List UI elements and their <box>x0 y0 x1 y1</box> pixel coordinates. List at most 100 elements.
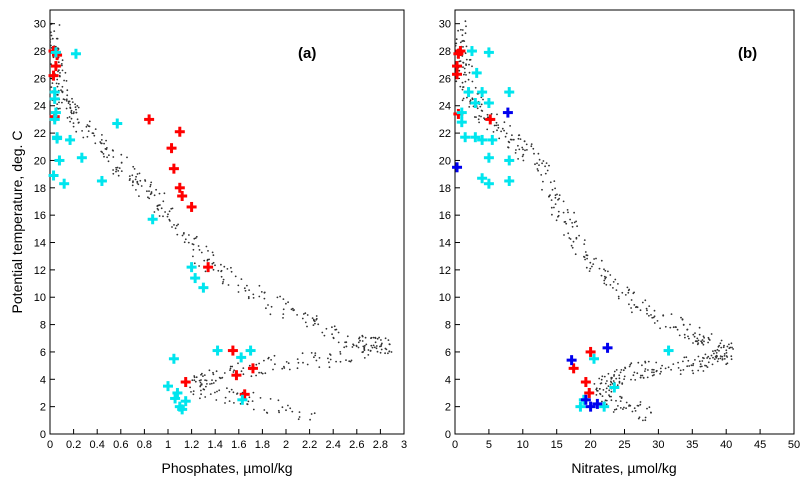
x-tick-label: 3 <box>401 439 407 451</box>
x-tick-label: 35 <box>686 439 698 451</box>
background-point <box>232 391 235 394</box>
background-point <box>518 148 521 151</box>
background-point <box>586 257 588 260</box>
x-tick-label: 1.4 <box>208 439 223 451</box>
background-point <box>653 309 656 312</box>
background-point <box>224 396 227 399</box>
y-tick-label: 26 <box>34 73 46 85</box>
background-point <box>464 32 467 35</box>
background-point <box>514 152 517 154</box>
x-tick-label: 2.2 <box>302 439 317 451</box>
background-point <box>508 141 511 144</box>
background-point <box>244 289 247 292</box>
background-point <box>576 225 578 228</box>
plus-marker <box>50 61 61 72</box>
background-point <box>601 375 604 378</box>
plus-marker <box>575 401 586 412</box>
background-point <box>595 394 598 396</box>
background-point <box>613 375 615 377</box>
background-point <box>69 106 72 109</box>
background-point <box>205 245 208 248</box>
background-point <box>639 309 642 312</box>
plus-marker <box>580 394 591 405</box>
background-point <box>651 316 654 319</box>
background-point <box>198 379 201 382</box>
background-point <box>313 320 316 323</box>
background-point <box>163 192 166 195</box>
background-point <box>171 226 173 228</box>
background-point <box>200 379 202 381</box>
background-point <box>212 268 215 271</box>
background-point <box>258 362 260 365</box>
background-point <box>304 321 307 324</box>
background-point <box>479 105 482 108</box>
background-point <box>263 297 266 300</box>
background-point <box>64 71 67 74</box>
background-point <box>148 197 151 200</box>
background-point <box>630 299 633 301</box>
background-point <box>468 106 471 108</box>
y-axis-title: Potential temperature, deg. C <box>9 131 25 314</box>
background-point <box>722 346 725 349</box>
background-point <box>603 279 606 282</box>
plus-marker <box>585 401 596 412</box>
background-point <box>703 336 705 339</box>
background-point <box>288 368 291 371</box>
background-point <box>232 371 235 373</box>
background-point <box>222 281 225 283</box>
background-point <box>693 335 696 338</box>
background-point <box>212 373 215 376</box>
background-point <box>59 72 61 74</box>
background-point <box>273 354 276 357</box>
background-point <box>115 168 118 171</box>
background-point <box>314 352 317 354</box>
background-point <box>363 357 366 359</box>
background-point <box>542 160 545 162</box>
background-point <box>144 179 146 181</box>
background-point <box>678 334 681 337</box>
background-point <box>315 315 318 317</box>
background-point <box>107 160 110 163</box>
x-tick-label: 0.6 <box>113 439 128 451</box>
y-tick-label: 8 <box>40 320 46 332</box>
background-point <box>315 318 318 321</box>
background-point <box>153 211 156 213</box>
background-point <box>562 200 565 203</box>
panel-a-xlabel: Phosphates, µmol/kg <box>161 460 292 476</box>
background-point <box>589 267 592 270</box>
y-tick-label: 20 <box>439 155 451 167</box>
background-point <box>231 365 234 368</box>
plus-marker <box>477 173 488 184</box>
background-point <box>464 20 467 23</box>
background-point <box>167 213 169 216</box>
background-point <box>363 347 366 350</box>
background-point <box>297 361 300 364</box>
background-point <box>195 376 198 379</box>
background-point <box>712 350 714 352</box>
background-point <box>530 143 533 146</box>
background-point <box>664 325 667 328</box>
background-point <box>88 125 91 128</box>
background-point <box>85 125 88 128</box>
background-point <box>77 106 80 109</box>
x-tick-label: 1.8 <box>255 439 270 451</box>
background-point <box>106 147 108 149</box>
background-point <box>57 107 60 110</box>
background-point <box>296 358 299 360</box>
background-point <box>609 383 612 386</box>
background-point <box>234 275 237 278</box>
background-point <box>640 374 642 377</box>
background-point <box>523 140 526 143</box>
background-point <box>617 283 619 285</box>
background-point <box>56 85 59 88</box>
background-point <box>469 99 472 102</box>
background-point <box>672 363 675 365</box>
background-point <box>242 373 245 376</box>
plus-marker <box>460 132 471 143</box>
background-point <box>199 397 201 400</box>
y-tick-label: 18 <box>34 183 46 195</box>
background-point <box>687 335 689 338</box>
background-point <box>75 108 77 111</box>
background-point <box>267 356 270 359</box>
background-point <box>247 400 250 403</box>
